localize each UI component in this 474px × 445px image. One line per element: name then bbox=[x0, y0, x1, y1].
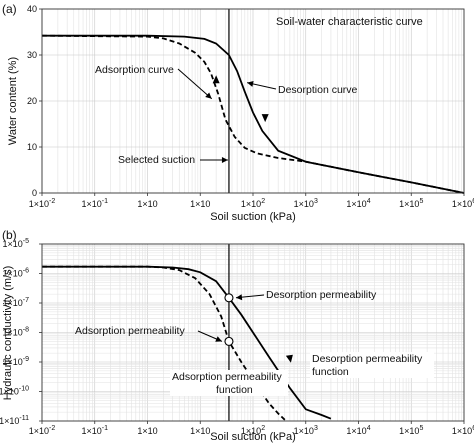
panel-a-title: Soil-water characteristic curve bbox=[276, 16, 423, 28]
panel-b-grid bbox=[41, 244, 464, 422]
x-tick-label: 1×10-1 bbox=[81, 425, 108, 436]
panel-a-y-ticks: 0 10 20 30 40 bbox=[27, 4, 42, 198]
panel-b-series bbox=[42, 265, 332, 421]
y-tick-label: 1×10-9 bbox=[2, 356, 29, 367]
y-tick-label: 1×10-5 bbox=[2, 238, 29, 249]
panel-b-label: (b) bbox=[2, 228, 17, 242]
x-tick-label: 1×102 bbox=[241, 425, 265, 436]
x-tick-label: 1×10 bbox=[137, 426, 157, 436]
x-tick-label: 1×106 bbox=[452, 425, 474, 436]
annotation-adsorption-permeability: Adsorption permeability bbox=[75, 325, 185, 337]
leader-arrow-adsorption-permeability-head bbox=[215, 336, 222, 342]
panel-b-y-axis-title: Hydraulic conductivity (m/s) bbox=[2, 266, 14, 400]
annotation-adsorption-permeability-function-line1: Adsorption permeability bbox=[172, 371, 282, 383]
x-tick-label: 1×10 bbox=[137, 199, 157, 209]
curve-direction-arrow-b-0 bbox=[285, 354, 293, 363]
panel-a-overlay bbox=[177, 9, 277, 193]
annotation-desorption-permeability-function-line1: Desorption permeability bbox=[312, 353, 423, 365]
panel-b-x-axis-title: Soil suction (kPa) bbox=[210, 431, 296, 443]
x-tick-label: 1×106 bbox=[452, 198, 474, 209]
annotation-desorption-curve: Desorption curve bbox=[278, 84, 358, 96]
y-tick-label: 40 bbox=[27, 4, 37, 14]
annotation-desorption-permeability-function-line2: function bbox=[312, 366, 349, 378]
leader-arrow-selected-suction-head bbox=[221, 157, 228, 163]
marker-desorption-permeability bbox=[224, 293, 234, 303]
annotation-desorption-permeability: Desorption permeability bbox=[266, 289, 377, 301]
annotation-adsorption-permeability-function-line2: function bbox=[216, 384, 253, 396]
x-tick-label: 1×105 bbox=[399, 425, 423, 436]
x-tick-label: 1×105 bbox=[399, 198, 423, 209]
curve-direction-arrow-1 bbox=[212, 75, 220, 84]
x-tick-label: 1×10 bbox=[190, 199, 210, 209]
leader-arrow-desorption-curve-head bbox=[247, 80, 254, 87]
y-tick-label: 1×10-8 bbox=[2, 327, 29, 338]
x-tick-label: 1×10-2 bbox=[29, 425, 56, 436]
series-line-desorption-permeability bbox=[42, 265, 332, 420]
series-line-adsorption-permeability bbox=[42, 265, 286, 421]
x-tick-label: 1×103 bbox=[294, 198, 318, 209]
panel-b-y-ticks: 1×10-11 1×10-10 1×10-9 1×10-8 1×10-7 1×10-6 1×… bbox=[0, 238, 42, 426]
y-tick-label: 20 bbox=[27, 96, 37, 106]
x-tick-label: 1×104 bbox=[346, 425, 370, 436]
x-tick-label: 1×103 bbox=[294, 425, 318, 436]
y-tick-label: 1×10-10 bbox=[0, 386, 29, 397]
label-background bbox=[310, 352, 434, 378]
y-tick-label: 1×10-6 bbox=[2, 268, 29, 279]
leader-arrow-adsorption-curve-head bbox=[205, 92, 212, 99]
panel-b-chart: 1×10-2 1×10-1 1×10 1×10 1×102 1×103 1×104 1×105… bbox=[0, 228, 474, 443]
curve-direction-arrow-0 bbox=[261, 114, 269, 123]
panel-b-overlay bbox=[170, 244, 434, 421]
leader-arrow-desorption-permeability-head bbox=[235, 294, 243, 301]
leader-arrow-adsorption-curve bbox=[177, 68, 213, 100]
x-tick-label: 1×104 bbox=[346, 198, 370, 209]
x-tick-label: 1×102 bbox=[241, 198, 265, 209]
marker-adsorption-permeability bbox=[224, 336, 234, 346]
annotation-selected-suction: Selected suction bbox=[118, 154, 195, 166]
y-tick-label: 1×10-7 bbox=[2, 297, 29, 308]
panel-a-label: (a) bbox=[2, 2, 17, 16]
annotation-adsorption-curve: Adsorption curve bbox=[95, 64, 174, 76]
panel-a-series bbox=[41, 34, 465, 194]
label-background bbox=[170, 370, 288, 396]
y-tick-label: 1×10-11 bbox=[0, 415, 29, 426]
y-tick-label: 0 bbox=[32, 188, 37, 198]
panel-a-x-ticks: 1×10-2 1×10-1 1×10 1×10 1×102 1×103 1×104 1×105… bbox=[29, 193, 474, 209]
panel-a-y-axis-title: Water content (%) bbox=[7, 57, 19, 145]
panel-a-grid bbox=[41, 8, 464, 194]
y-tick-label: 30 bbox=[27, 50, 37, 60]
x-tick-label: 1×10-2 bbox=[29, 198, 56, 209]
panel-a-chart: 1×10-2 1×10-1 1×10 1×10 1×102 1×103 1×104 1×105… bbox=[2, 2, 474, 223]
panel-a-x-axis-title: Soil suction (kPa) bbox=[210, 211, 296, 223]
series-line-adsorption bbox=[41, 34, 465, 194]
panel-b-x-ticks: 1×10-2 1×10-1 1×10 1×10 1×102 1×103 1×104 1×105… bbox=[29, 421, 474, 436]
y-tick-label: 10 bbox=[27, 142, 37, 152]
x-tick-label: 1×10 bbox=[190, 426, 210, 436]
x-tick-label: 1×10-1 bbox=[81, 198, 108, 209]
